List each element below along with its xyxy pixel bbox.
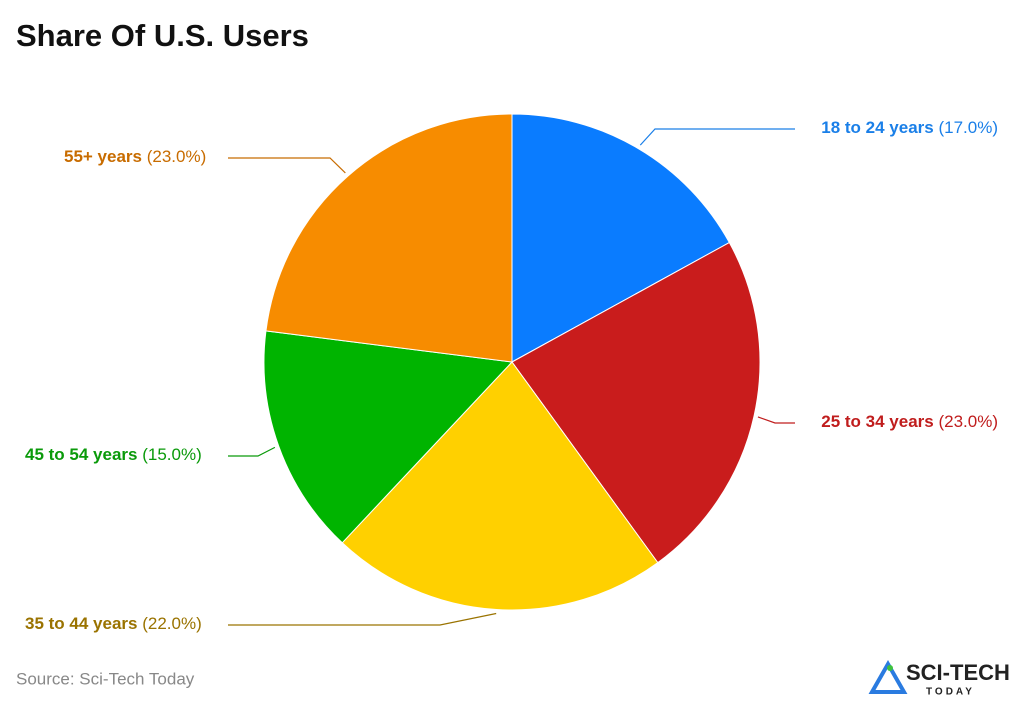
slice-label: 18 to 24 years (17.0%) <box>821 118 998 137</box>
slice-value: (23.0%) <box>938 412 998 431</box>
pie-slice <box>341 361 659 611</box>
source: Source: Sci-Tech Today <box>16 669 195 688</box>
slice-label: 25 to 34 years (23.0%) <box>821 412 998 431</box>
slice-name: 35 to 44 years <box>25 614 137 633</box>
leader-line <box>228 157 346 174</box>
chart-title: Share Of U.S. Users <box>16 18 309 53</box>
slice-value: (15.0%) <box>142 445 202 464</box>
pie-slice <box>265 113 513 363</box>
slice-label: 35 to 44 years (22.0%) <box>25 614 202 633</box>
logo-bottom: TODAY <box>926 687 975 698</box>
slice-name: 18 to 24 years <box>821 118 933 137</box>
logo-dot <box>887 665 893 671</box>
pie-slice <box>263 330 514 544</box>
slice-name: 55+ years <box>64 147 142 166</box>
slice-label: 45 to 54 years (15.0%) <box>25 445 202 464</box>
slice-value: (17.0%) <box>938 118 998 137</box>
leader-line <box>757 416 795 424</box>
pie-slice <box>511 113 731 363</box>
pie-slice <box>511 241 761 564</box>
slice-value: (22.0%) <box>142 614 202 633</box>
logo: SCI-TECH TODAY <box>868 659 1010 698</box>
leader-line <box>639 128 795 146</box>
slice-name: 25 to 34 years <box>821 412 933 431</box>
leader-line <box>228 446 276 457</box>
slice-value: (23.0%) <box>147 147 207 166</box>
logo-top: SCI-TECH <box>906 660 1010 685</box>
slice-name: 45 to 54 years <box>25 445 137 464</box>
leader-line <box>228 612 497 626</box>
logo-icon <box>868 659 908 694</box>
slice-label: 55+ years (23.0%) <box>64 147 206 166</box>
